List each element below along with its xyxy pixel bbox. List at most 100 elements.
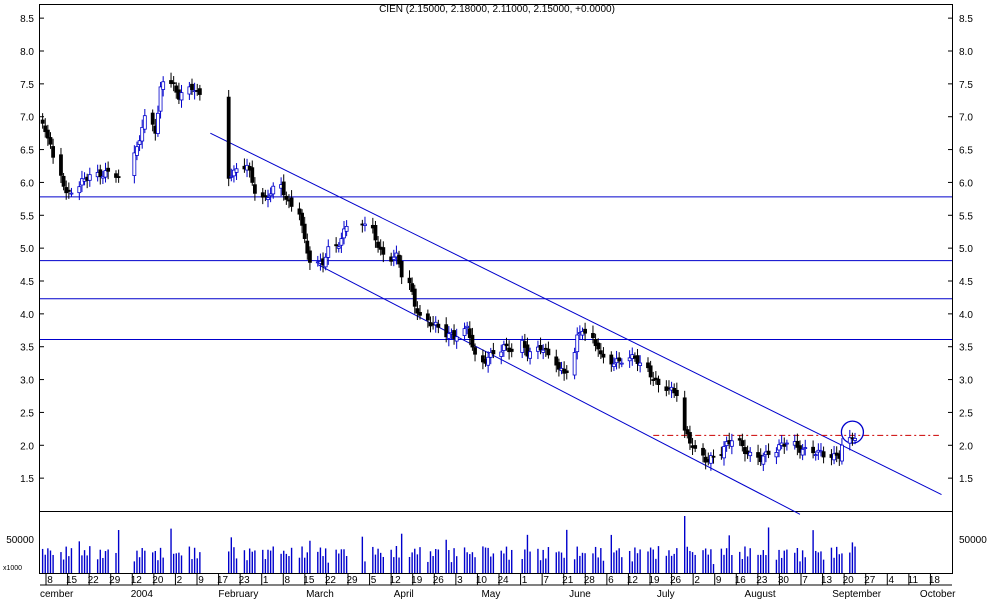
x-day-label: 1 [263,575,269,586]
candle-body [821,451,826,458]
candle-body [811,446,816,454]
candle-body [617,357,622,362]
candle-body [391,256,396,260]
candle-body [412,288,417,307]
x-day-label: 9 [198,575,204,586]
x-day-label: 22 [325,575,337,586]
candle-body [656,378,661,386]
candle-body [743,447,747,454]
trend-channel [210,132,942,515]
candle-body [363,223,367,226]
candle-body [179,92,184,101]
candle-body [601,353,606,358]
candle-body [425,313,430,321]
candle-body [575,334,580,353]
candle-body [234,168,239,173]
volume-panel [39,511,953,574]
candle-body [302,223,307,239]
candle-body [546,348,551,356]
candle-body [538,345,543,351]
x-day-label: 2 [177,575,183,586]
candle-body [271,185,276,195]
candle-body [504,343,509,347]
x-day-label: 29 [346,575,358,586]
x-day-label: 12 [627,575,639,586]
candle-body [612,363,616,367]
candle-body [135,146,139,156]
candle-body [229,175,234,178]
candle-body [491,350,496,355]
y-tick-label-left: 5.0 [20,244,34,255]
candle-body [761,455,766,465]
candle-body [397,254,401,265]
x-month-label: 2004 [131,589,154,599]
candle-body [596,342,601,350]
x-month-label: March [306,589,334,599]
candle-body [593,339,598,347]
x-day-label: 26 [670,575,682,586]
candle-body [339,238,344,246]
candle-body [171,82,176,85]
candle-body [250,167,255,183]
candle-body [635,355,640,364]
y-tick-label-right: 4.0 [959,310,973,321]
y-tick-label-right: 5.0 [959,244,973,255]
candle-body [336,246,341,249]
x-month-label: October [920,589,956,599]
candle-body [418,312,422,316]
y-tick-label-right: 3.5 [959,343,973,354]
x-day-label: 19 [648,575,660,586]
x-day-label: 6 [608,575,614,586]
candle-body [161,81,166,90]
x-day-label: 28 [584,575,596,586]
candle-body [795,440,800,448]
y-tick-label-left: 8.0 [20,47,34,58]
candle-body [847,437,852,444]
price-candles [40,72,857,472]
y-tick-label-left: 6.5 [20,146,34,157]
x-day-label: 11 [908,575,919,586]
x-day-label: 5 [371,575,377,586]
candle-body [40,119,45,124]
candle-body [344,226,349,232]
x-day-label: 30 [778,575,790,586]
candle-body [501,344,506,351]
x-day-label: 16 [735,575,747,586]
candle-body [674,389,679,396]
x-day-label: 12 [390,575,402,586]
candle-body [140,127,145,142]
x-day-label: 18 [929,575,941,586]
candle-body [48,137,53,145]
volume-tick-left: 50000 [6,535,34,546]
candle-body [627,357,632,362]
candle-body [69,192,74,195]
chart-title: CIEN (2.15000, 2.18000, 2.11000, 2.15000… [379,4,615,15]
candle-body [480,355,485,363]
y-tick-label-right: 8.5 [959,14,973,25]
x-day-label: 4 [889,575,895,586]
x-day-label: 3 [457,575,463,586]
x-month-label: April [394,589,414,599]
candle-body [156,112,160,134]
candle-body [197,88,202,95]
candle-body [803,447,808,450]
candle-body [66,189,71,192]
candle-body [774,452,779,458]
candle-body [729,440,734,447]
candle-body [701,447,705,456]
candle-body [646,362,650,369]
x-day-label: 29 [109,575,121,586]
candle-body [522,341,527,348]
y-tick-label-right: 7.5 [959,80,973,91]
y-tick-label-left: 5.5 [20,211,34,222]
candle-body [137,140,142,145]
candle-body [381,247,386,255]
candle-body [190,83,194,90]
x-day-label: 20 [843,575,855,586]
candle-body [766,450,771,455]
y-tick-label-left: 3.0 [20,376,34,387]
candle-body [685,429,690,435]
candle-body [266,197,270,200]
volume-bars [41,516,856,573]
